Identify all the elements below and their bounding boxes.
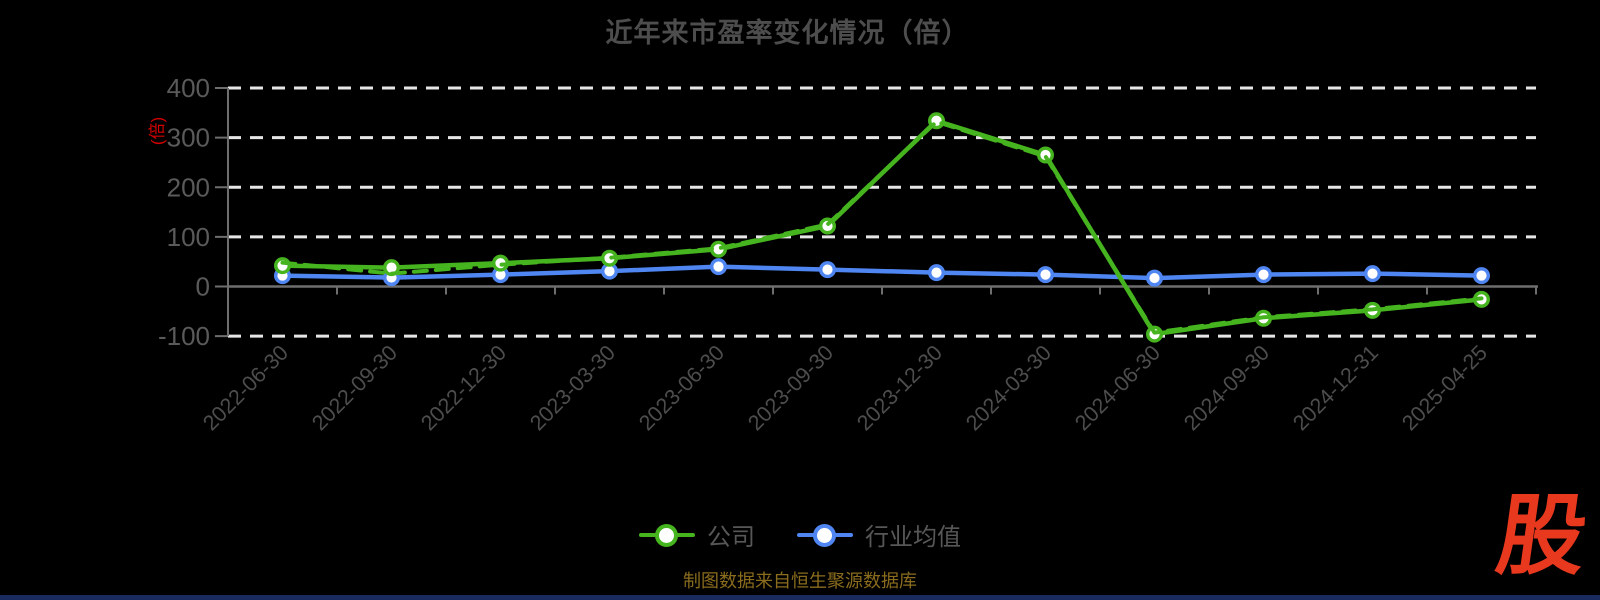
data-source-note: 制图数据来自恒生聚源数据库 [683,571,917,591]
y-axis-label--100: -100 [158,321,210,351]
chart-canvas: 400 300 200 100 0 -100 (倍) 2022-06-30 2022-09-30… [148,73,1538,436]
x-axis-label-2023-06-30: 2023-06-30 [634,341,729,436]
industry-point-2023-09-30[interactable] [819,261,837,279]
legend-label-industry: 行业均值 [865,524,961,551]
x-axis-label-2022-06-30: 2022-06-30 [198,341,293,436]
industry-point-2024-12-31[interactable] [1363,265,1381,283]
x-axis-label-2023-03-30: 2023-03-30 [525,341,620,436]
x-axis-label-2022-12-30: 2022-12-30 [416,341,511,436]
y-axis-unit-label: (倍) [148,117,167,145]
chart-title: 近年来市盈率变化情况（倍） [605,18,970,48]
x-axis-label-2023-12-30: 2023-12-30 [852,341,947,436]
x-axis-label-2024-09-30: 2024-09-30 [1179,341,1274,436]
x-axis-label-2024-06-30: 2024-06-30 [1070,341,1165,436]
x-axis-label-2022-09-30: 2022-09-30 [307,341,402,436]
industry-point-2023-12-30[interactable] [928,264,946,282]
x-axis-label-2023-09-30: 2023-09-30 [743,341,838,436]
industry-point-2023-06-30[interactable] [710,258,728,276]
x-axis-label-2024-12-31: 2024-12-31 [1288,341,1383,436]
industry-series-marker-icon [797,523,853,547]
legend: 公司 行业均值 [0,517,1600,552]
y-axis-label-200: 200 [167,172,210,202]
x-axis-label-2025-04-25: 2025-04-25 [1397,341,1492,436]
industry-point-2025-04-25[interactable] [1472,267,1490,285]
legend-item-company[interactable]: 公司 [639,517,755,552]
legend-label-company: 公司 [707,524,755,551]
industry-point-2024-03-30[interactable] [1036,266,1054,284]
y-axis-label-100: 100 [167,222,210,252]
legend-item-industry[interactable]: 行业均值 [797,517,961,552]
y-axis-label-0: 0 [196,272,210,302]
industry-average-line [280,264,1484,281]
stock-watermark-logo: 股 [1491,486,1594,585]
x-axis-label-2024-03-30: 2024-03-30 [961,341,1056,436]
company-line [280,118,1484,337]
y-axis-label-400: 400 [167,73,210,103]
company-series-marker-icon [639,523,695,547]
y-axis-label-300: 300 [167,123,210,153]
industry-point-2024-06-30[interactable] [1145,269,1163,287]
industry-point-2024-09-30[interactable] [1254,266,1272,284]
company-dashed-overlay-line [280,119,1484,335]
bottom-strip [0,595,1600,600]
